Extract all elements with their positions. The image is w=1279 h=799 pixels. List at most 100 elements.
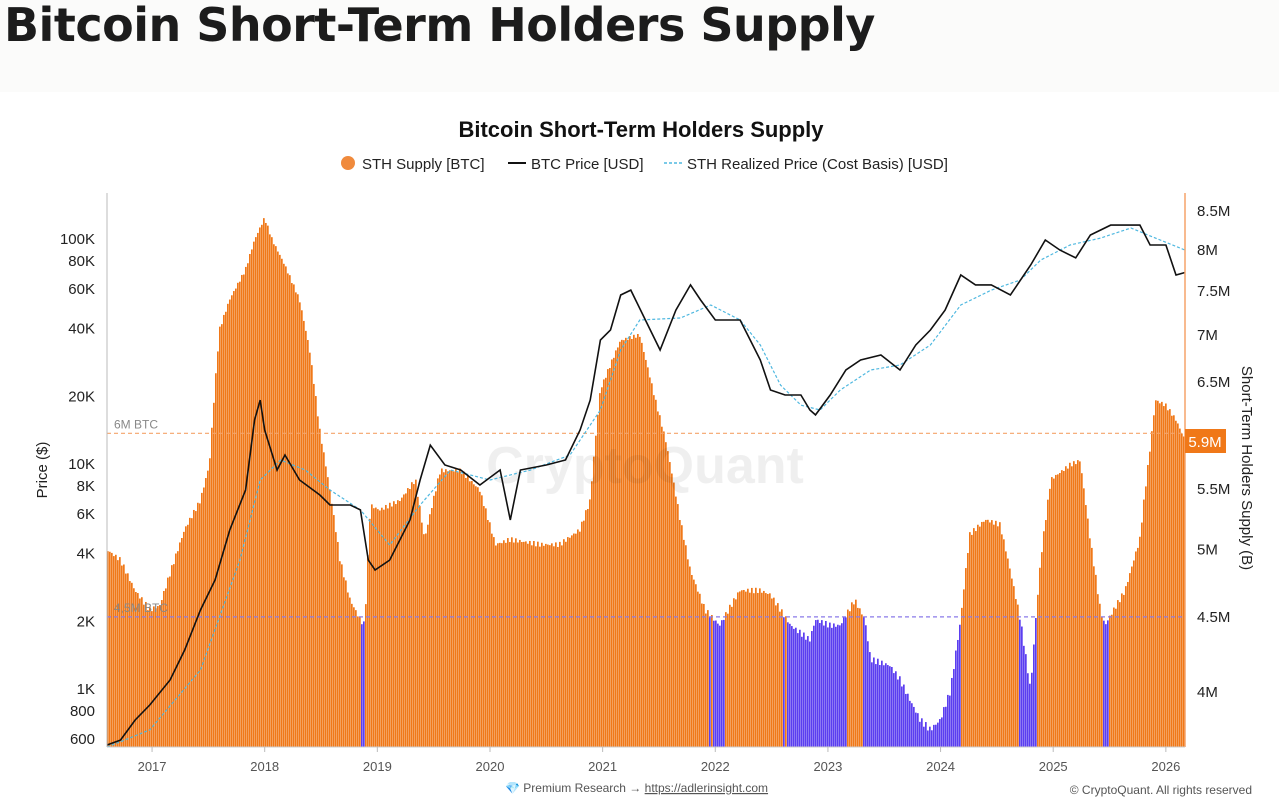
supply-bar <box>489 522 491 747</box>
supply-bar <box>551 543 553 747</box>
supply-bar <box>813 625 815 747</box>
reference-lines: 6M BTC 4,5M BTC <box>107 417 1185 618</box>
supply-bar <box>833 623 835 747</box>
supply-bar <box>241 274 243 747</box>
supply-bar <box>883 665 885 747</box>
supply-bar <box>177 551 179 747</box>
supply-bar <box>475 486 477 747</box>
supply-bar <box>547 544 549 747</box>
legend-realized-label[interactable]: STH Realized Price (Cost Basis) [USD] <box>687 156 948 173</box>
left-tick-label: 10K <box>68 456 95 473</box>
supply-bar <box>1025 654 1027 747</box>
supply-bar <box>109 551 111 747</box>
supply-bar <box>1037 594 1039 747</box>
premium-research-link[interactable]: https://adlerinsight.com <box>645 781 768 795</box>
supply-bar <box>279 254 281 747</box>
supply-bar <box>525 541 527 747</box>
supply-bar <box>133 588 135 747</box>
supply-bar <box>779 611 781 747</box>
supply-bar <box>255 237 257 747</box>
supply-bar <box>1061 470 1063 747</box>
supply-bar <box>411 482 413 747</box>
supply-bar <box>1073 461 1075 747</box>
supply-bar <box>1009 568 1011 747</box>
supply-bar <box>277 251 279 747</box>
supply-bar <box>481 495 483 747</box>
supply-bar <box>337 541 339 747</box>
supply-bar <box>499 542 501 747</box>
supply-bar <box>445 469 447 747</box>
supply-bar <box>1065 466 1067 747</box>
supply-bar <box>483 506 485 747</box>
supply-bar <box>613 357 615 747</box>
supply-bar <box>183 531 185 747</box>
supply-bar <box>281 258 283 747</box>
supply-bar <box>1153 415 1155 747</box>
supply-bar <box>1099 603 1101 747</box>
supply-bar <box>435 491 437 747</box>
supply-bar <box>453 471 455 747</box>
supply-bar <box>185 526 187 747</box>
supply-bar <box>701 603 703 747</box>
supply-bar <box>181 538 183 747</box>
footer-premium: 💎 Premium Research → https://adlerinsigh… <box>505 781 768 795</box>
supply-bar <box>1159 403 1161 747</box>
supply-bar <box>437 478 439 747</box>
supply-bar <box>245 266 247 747</box>
supply-bar <box>1067 468 1069 747</box>
supply-bar <box>1137 547 1139 747</box>
supply-bar <box>815 620 817 747</box>
supply-bar <box>173 564 175 747</box>
supply-bar <box>1089 538 1091 747</box>
supply-bar <box>945 706 947 747</box>
supply-bar <box>725 612 727 747</box>
left-tick-label: 2K <box>77 613 95 630</box>
supply-bar <box>781 609 783 747</box>
supply-bar <box>1077 460 1079 747</box>
supply-bar <box>409 488 411 747</box>
supply-bar <box>857 607 859 747</box>
supply-bar <box>851 602 853 747</box>
supply-bar <box>1041 552 1043 747</box>
supply-bar <box>639 336 641 747</box>
supply-bar <box>607 369 609 747</box>
supply-bar <box>589 499 591 747</box>
supply-bar <box>707 610 709 747</box>
supply-bar <box>389 502 391 747</box>
supply-bar <box>759 588 761 747</box>
supply-bar <box>1141 522 1143 747</box>
right-tick-label: 8.5M <box>1197 203 1230 220</box>
supply-bar <box>169 576 171 747</box>
supply-bar <box>987 519 989 747</box>
chart-title: Bitcoin Short-Term Holders Supply <box>458 117 824 142</box>
supply-bar <box>473 484 475 747</box>
supply-bar <box>397 500 399 747</box>
supply-bar <box>163 590 165 747</box>
supply-bar <box>575 533 577 747</box>
supply-bar <box>793 628 795 747</box>
legend-price-label[interactable]: BTC Price [USD] <box>531 156 644 173</box>
supply-bar <box>853 604 855 747</box>
legend-supply-label[interactable]: STH Supply [BTC] <box>362 156 485 173</box>
supply-bar <box>943 707 945 747</box>
supply-bar <box>973 528 975 747</box>
supply-bar <box>343 577 345 747</box>
supply-bar <box>827 627 829 747</box>
supply-bar <box>1121 593 1123 747</box>
supply-bar <box>1143 499 1145 747</box>
supply-bar <box>1045 520 1047 747</box>
supply-bar <box>1119 602 1121 747</box>
supply-bar <box>471 481 473 747</box>
supply-bar <box>139 598 141 747</box>
supply-bar <box>985 519 987 747</box>
supply-bar <box>593 456 595 747</box>
supply-bar <box>413 484 415 747</box>
supply-bar <box>395 504 397 747</box>
supply-bar <box>1149 451 1151 747</box>
supply-bar <box>919 721 921 747</box>
supply-bar <box>949 695 951 747</box>
supply-bar <box>685 545 687 747</box>
supply-bar <box>839 625 841 747</box>
supply-bar <box>539 546 541 747</box>
supply-bar <box>513 542 515 747</box>
